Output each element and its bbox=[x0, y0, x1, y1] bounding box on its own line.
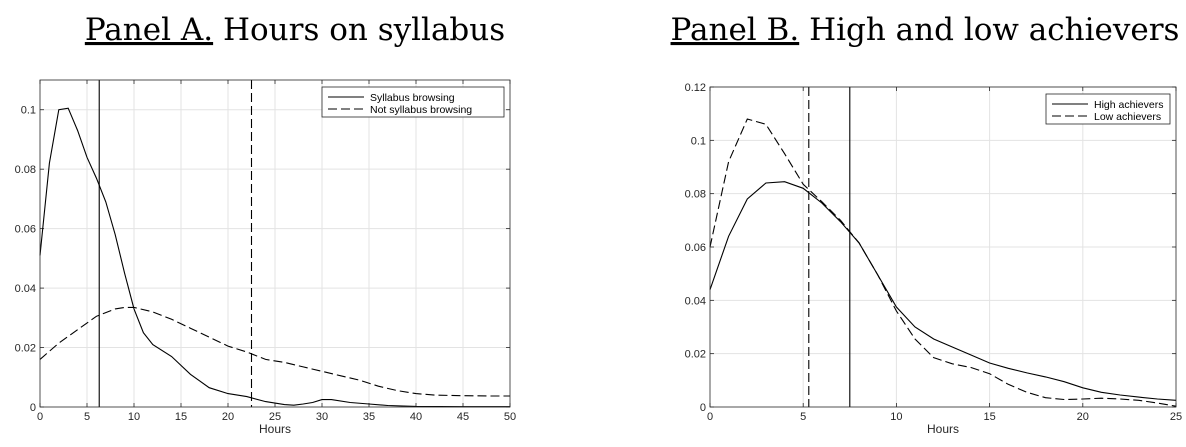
panel-b: Panel B. High and low achievers 0 5 10 15 20… bbox=[671, 12, 1183, 436]
panel-b-legend-label-2: Low achievers bbox=[1094, 111, 1161, 123]
panel-b-x-tick-label: 0 bbox=[707, 411, 713, 423]
panel-b-y-tick-label: 0.06 bbox=[685, 242, 706, 254]
panel-b-y-tick-label: 0.1 bbox=[691, 135, 706, 147]
panel-a-label: Panel A. bbox=[85, 12, 213, 48]
panel-a-y-tick-label: 0.06 bbox=[15, 224, 36, 236]
panel-a-x-tick-label: 30 bbox=[316, 411, 328, 423]
panel-b-title: Panel B. High and low achievers bbox=[671, 12, 1180, 48]
panel-a-x-tick-label: 25 bbox=[269, 411, 281, 423]
panel-b-x-tick-label: 15 bbox=[983, 411, 995, 423]
panel-a-x-tick-label: 20 bbox=[222, 411, 234, 423]
panel-a-series-2-line bbox=[39, 306, 510, 397]
panel-b-y-tick-label: 0.08 bbox=[685, 189, 706, 201]
panel-a-x-tick-label: 40 bbox=[410, 411, 422, 423]
panel-a-x-tick-label: 5 bbox=[84, 411, 90, 423]
panel-b-series-2-line bbox=[709, 118, 1177, 407]
panel-a-y-tick-label: 0 bbox=[30, 402, 36, 414]
panel-a-x-tick-label: 50 bbox=[504, 411, 516, 423]
panel-b-legend bbox=[1045, 93, 1171, 125]
panel-b-y-tick-label: 0 bbox=[700, 402, 706, 414]
panel-b-x-tick-label: 10 bbox=[890, 411, 902, 423]
panel-a-legend-label-2: Not syllabus browsing bbox=[370, 104, 472, 116]
panel-a-x-tick-label: 0 bbox=[37, 411, 43, 423]
panel-b-y-tick-label: 0.02 bbox=[685, 349, 706, 361]
panel-b-x-tick-label: 20 bbox=[1077, 411, 1089, 423]
panel-a-y-tick-label: 0.08 bbox=[15, 164, 36, 176]
panel-b-series-1-line bbox=[709, 181, 1177, 401]
panel-b-axes-frame bbox=[709, 86, 1177, 408]
panel-b-x-tick-label: 25 bbox=[1170, 411, 1182, 423]
panel-a-x-tick-label: 10 bbox=[128, 411, 140, 423]
panel-a-title: Panel A. Hours on syllabus bbox=[85, 12, 505, 48]
panel-a-title-text: Hours on syllabus bbox=[223, 12, 505, 48]
panel-b-label: Panel B. bbox=[671, 12, 800, 48]
panel-b-y-tick-label: 0.04 bbox=[685, 295, 706, 307]
panel-a-series-1-line bbox=[39, 107, 510, 408]
panel-a-y-tick-label: 0.02 bbox=[15, 343, 36, 355]
panel-a-x-tick-label: 35 bbox=[363, 411, 375, 423]
panel-a-x-tick-label: 45 bbox=[457, 411, 469, 423]
panel-b-legend-label-1: High achievers bbox=[1094, 99, 1163, 111]
panel-a-axes-frame bbox=[39, 79, 511, 408]
panel-b-y-tick-label: 0.12 bbox=[685, 82, 706, 94]
panel-a-x-tick-label: 15 bbox=[175, 411, 187, 423]
panel-b-x-tick-label: 5 bbox=[800, 411, 806, 423]
panel-a-y-tick-label: 0.1 bbox=[21, 105, 36, 117]
panel-a-x-axis-label: Hours bbox=[259, 422, 291, 436]
panel-a-y-tick-label: 0.04 bbox=[15, 283, 36, 295]
panel-a-legend bbox=[321, 86, 505, 118]
panel-b-title-text: High and low achievers bbox=[809, 12, 1179, 48]
panel-a: Panel A. Hours on syllabus 0 5 10 15 20 25 30 3… bbox=[15, 12, 517, 436]
panel-a-legend-label-1: Syllabus browsing bbox=[370, 92, 455, 104]
panel-b-x-axis-label: Hours bbox=[927, 422, 959, 436]
